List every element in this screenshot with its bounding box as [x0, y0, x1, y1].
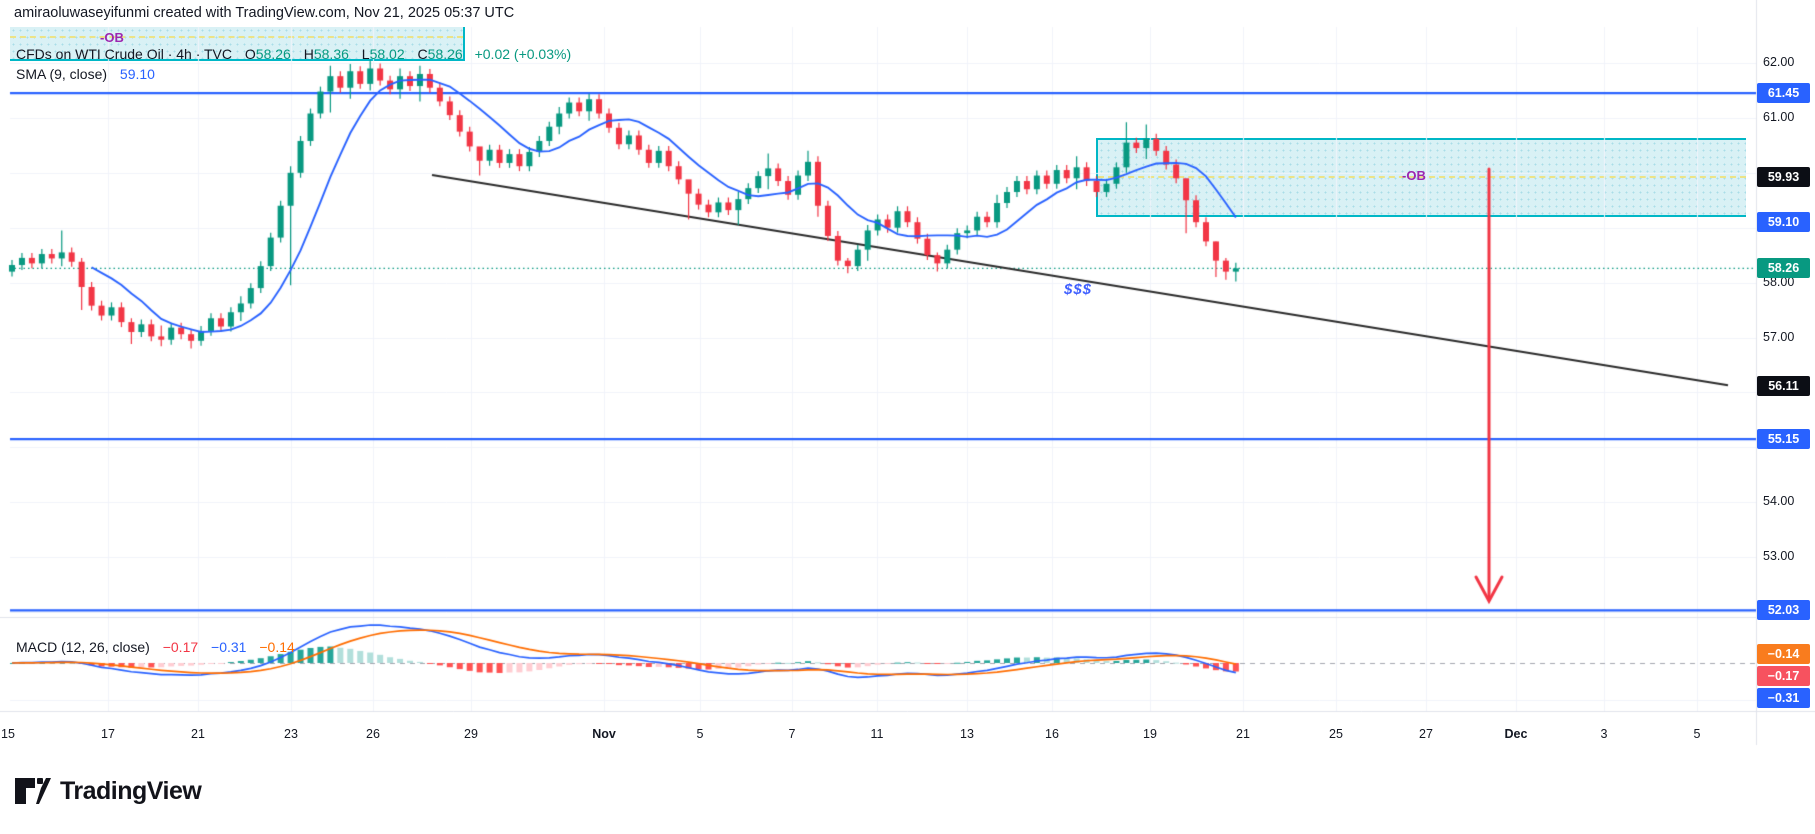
price-axis-label: 58.00 — [1763, 274, 1795, 289]
time-axis-label: 5 — [696, 727, 704, 741]
macd-hist-value: −0.17 — [162, 639, 199, 655]
macd-signal-value: −0.14 — [259, 639, 295, 655]
ob-label-top: -OB — [100, 30, 124, 45]
close-value: 58.26 — [427, 46, 463, 62]
time-axis-label: 3 — [1600, 727, 1608, 741]
price-axis-label: 57.00 — [1763, 329, 1795, 344]
price-badge: 59.10 — [1757, 212, 1810, 233]
open-label: O — [244, 46, 256, 62]
time-axis-label: 21 — [191, 727, 205, 741]
macd-badge: −0.17 — [1757, 666, 1810, 686]
sma-title[interactable]: SMA (9, close) — [16, 66, 108, 82]
time-axis-label: 13 — [960, 727, 974, 741]
high-value: 58.36 — [313, 46, 349, 62]
macd-legend[interactable]: MACD (12, 26, close) −0.17 −0.31 −0.14 — [16, 639, 295, 655]
time-axis-label: 25 — [1329, 727, 1343, 741]
time-axis-label: 7 — [788, 727, 796, 741]
macd-title[interactable]: MACD (12, 26, close) — [16, 639, 150, 655]
time-axis-label: 15 — [1, 727, 15, 741]
low-label: L — [361, 46, 370, 62]
price-axis-label: 61.00 — [1763, 109, 1795, 124]
time-axis-label: 19 — [1143, 727, 1157, 741]
price-axis-label: 62.00 — [1763, 55, 1795, 69]
time-axis-label: Dec — [1504, 727, 1528, 741]
macd-line-value: −0.31 — [211, 639, 247, 655]
price-badge: 61.45 — [1757, 83, 1810, 104]
attribution-text: amiraoluwaseyifunmi created with Trading… — [14, 5, 521, 21]
tradingview-logo[interactable]: TradingView — [14, 776, 202, 806]
change-value: +0.02 (+0.03%) — [474, 46, 572, 62]
high-label: H — [303, 46, 314, 62]
price-badge: 58.26 — [1757, 258, 1810, 279]
time-axis-label: 5 — [1693, 727, 1701, 741]
price-axis-label: 54.00 — [1763, 494, 1795, 509]
price-badge: 52.03 — [1757, 600, 1810, 621]
time-axis-label: 16 — [1045, 727, 1059, 741]
symbol-legend[interactable]: CFDs on WTI Crude Oil · 4h · TVC O58.26 … — [16, 46, 571, 62]
ob-label-main: -OB — [1402, 168, 1426, 183]
open-value: 58.26 — [255, 46, 291, 62]
tradingview-wordmark: TradingView — [60, 776, 202, 805]
time-axis-label: 26 — [366, 727, 380, 741]
time-axis-label: 27 — [1419, 727, 1433, 741]
symbol-title[interactable]: CFDs on WTI Crude Oil · 4h · TVC — [16, 46, 233, 62]
time-axis-label: 21 — [1236, 727, 1250, 741]
close-label: C — [417, 46, 428, 62]
money-annotation: $$$ — [1064, 281, 1093, 298]
price-badge: 55.15 — [1757, 429, 1810, 450]
sma-legend[interactable]: SMA (9, close) 59.10 — [16, 66, 155, 82]
time-axis-label: 23 — [284, 727, 298, 741]
time-axis-label: 29 — [464, 727, 478, 741]
price-badge: 56.11 — [1757, 376, 1810, 397]
price-badge: 59.93 — [1757, 166, 1810, 187]
macd-badge: −0.31 — [1757, 688, 1810, 708]
low-value: 58.02 — [369, 46, 405, 62]
tradingview-logo-icon — [15, 778, 51, 804]
time-axis-label: 11 — [870, 727, 884, 741]
price-axis-label: 53.00 — [1763, 549, 1795, 564]
time-axis-label: 17 — [101, 727, 115, 741]
macd-badge: −0.14 — [1757, 644, 1810, 664]
sma-value: 59.10 — [119, 66, 155, 82]
time-axis-label: Nov — [592, 727, 616, 741]
